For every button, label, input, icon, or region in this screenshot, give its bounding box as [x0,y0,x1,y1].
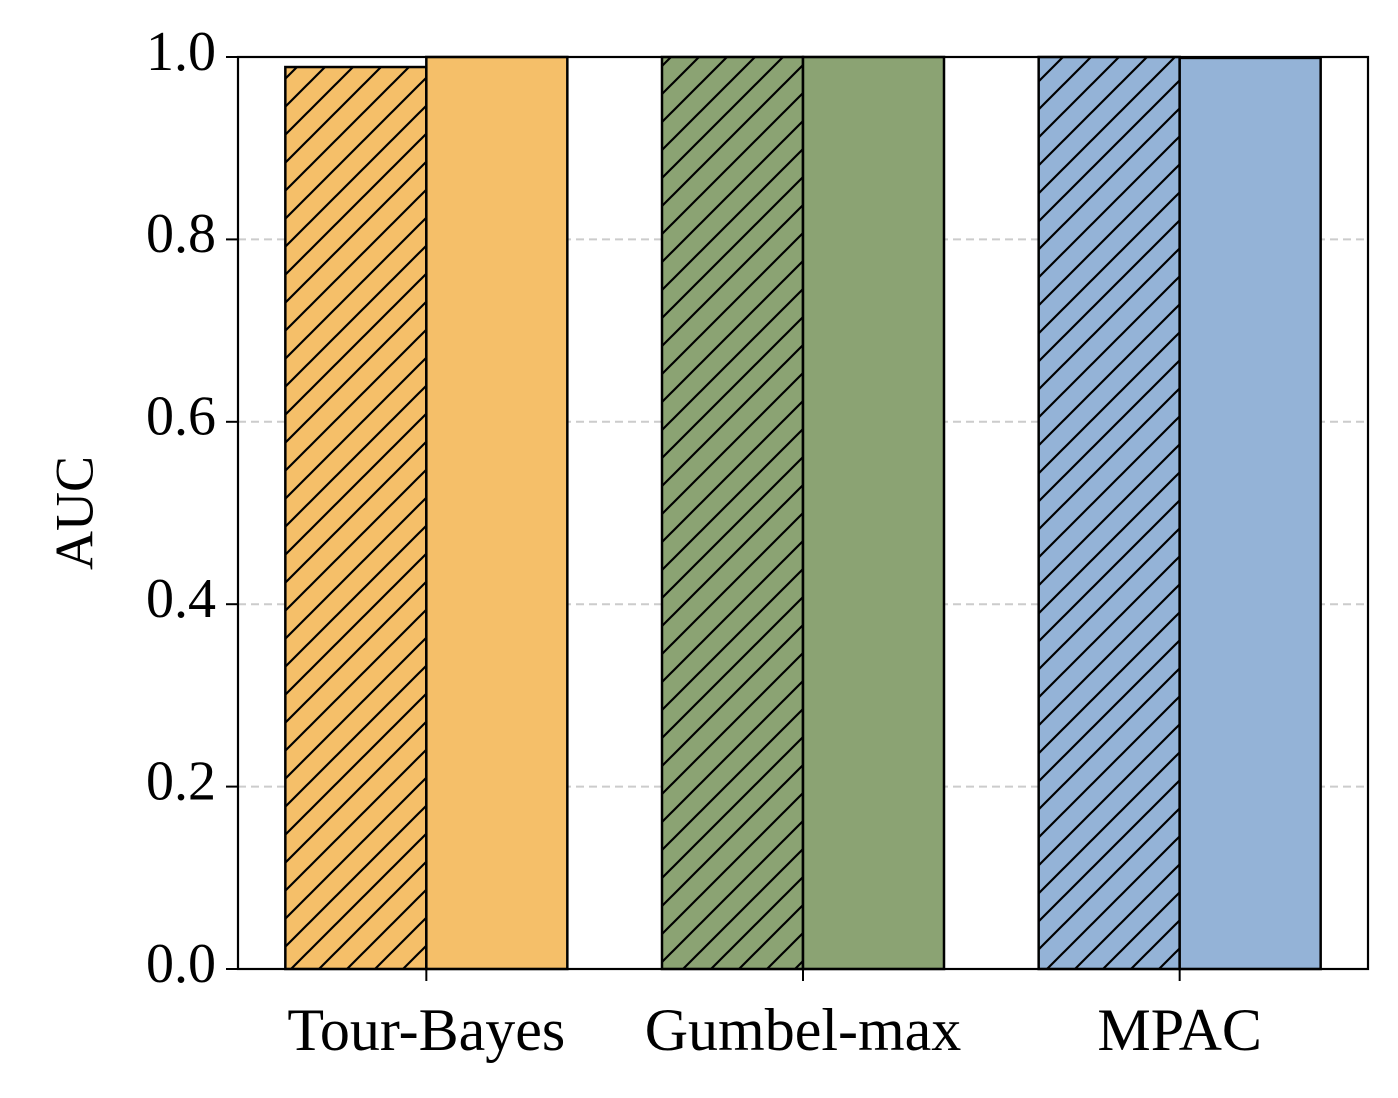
y-tick-label: 0.6 [146,386,216,448]
x-tick-label: Gumbel-max [645,997,962,1063]
bar [425,55,569,971]
bar [1178,56,1322,971]
bar [801,55,946,971]
plot-frame [236,55,1370,971]
y-tick-label: 1.0 [146,21,216,83]
y-tick-label: 0.8 [146,203,216,265]
bar [284,65,428,971]
y-tick-label: 0.0 [146,933,216,995]
x-tick-label: Tour-Bayes [287,997,565,1063]
bar [660,55,805,971]
y-tick-label: 0.4 [146,568,216,630]
x-tick-label: MPAC [1097,997,1262,1063]
y-axis-label: AUC [44,456,104,570]
bar [1037,55,1181,971]
y-tick-label: 0.2 [146,750,216,812]
